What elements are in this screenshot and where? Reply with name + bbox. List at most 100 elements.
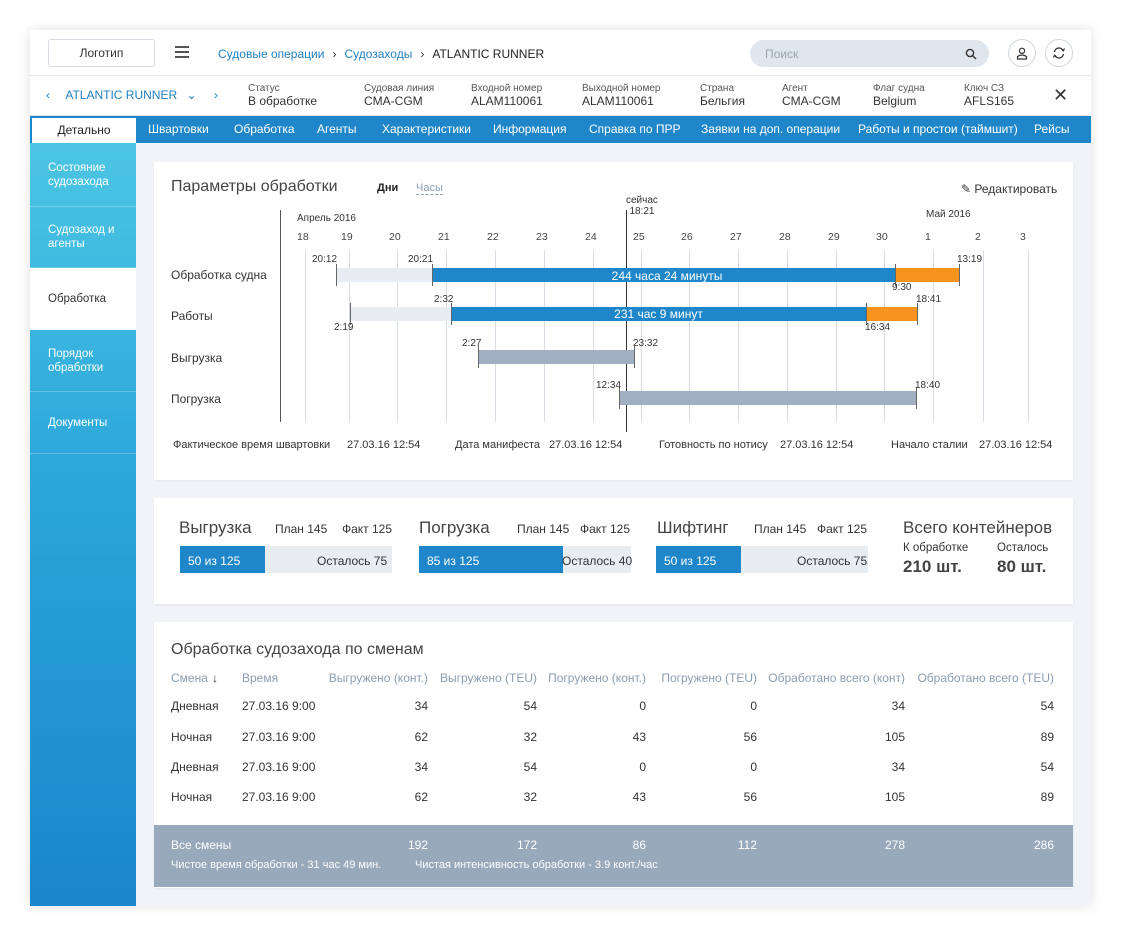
tab-processing[interactable]: Обработка — [234, 122, 295, 136]
sidebar-item-call-state[interactable]: Состояние судозахода — [30, 143, 136, 207]
edit-button[interactable]: ✎ Редактировать — [961, 182, 1058, 196]
table-cell: 27.03.16 9:00 — [242, 730, 316, 744]
day-tick-label: 26 — [681, 231, 693, 243]
day-tick-label: 22 — [487, 231, 499, 243]
table-cell: Дневная — [171, 699, 219, 713]
time-label: 16:34 — [865, 322, 891, 333]
info-flag: Флаг судна Belgium — [873, 83, 925, 108]
sidebar-item-processing[interactable]: Обработка — [30, 268, 136, 330]
gantt-marker — [917, 303, 918, 325]
menu-icon[interactable] — [175, 46, 189, 58]
table-cell: 56 — [743, 730, 757, 744]
tab-voyages[interactable]: Рейсы — [1034, 122, 1070, 136]
footer-cell: 86 — [632, 838, 646, 852]
vessel-name: ATLANTIC RUNNER — [65, 88, 178, 102]
tab-bar: Детально Швартовки Обработка Агенты Хара… — [30, 116, 1091, 143]
column-header: Выгружено (конт.) — [328, 671, 428, 685]
column-header: Обработано всего (TEU) — [917, 671, 1054, 685]
time-label: 18:41 — [916, 294, 942, 305]
time-label: 2:32 — [434, 294, 454, 305]
toggle-hours[interactable]: Часы — [416, 182, 443, 195]
search-input[interactable]: Поиск — [750, 40, 989, 67]
tab-mooring[interactable]: Швартовки — [148, 122, 209, 136]
totals-process-value: 210 шт. — [903, 557, 962, 576]
sidebar-item-documents[interactable]: Документы — [30, 392, 136, 454]
shifts-card: Обработка судозахода по сменам Смена Врем… — [154, 622, 1073, 888]
shift-fact: Факт 125 — [817, 522, 868, 536]
chevron-down-icon[interactable]: ⌄ — [186, 88, 197, 102]
table-cell: 27.03.16 9:00 — [242, 699, 316, 713]
close-icon[interactable]: ✕ — [1053, 85, 1069, 105]
top-bar: Логотип Судовые операции › Судозаходы › ATLA… — [30, 30, 1091, 76]
sidebar-item-order[interactable]: Порядок обработки — [30, 330, 136, 392]
info-status: Статус В обработке — [248, 83, 318, 108]
day-tick-label: 24 — [585, 231, 597, 243]
table-cell: 34 — [414, 699, 428, 713]
row-label-works: Работы — [171, 309, 213, 323]
toggle-days[interactable]: Дни — [377, 182, 399, 194]
day-tick-label: 2 — [975, 231, 981, 243]
table-cell: 27.03.16 9:00 — [242, 790, 316, 804]
table-cell: 0 — [639, 760, 646, 774]
load-done: 85 из 125 — [427, 554, 480, 568]
tab-information[interactable]: Информация — [493, 122, 567, 136]
totals-left-value: 80 шт. — [997, 557, 1047, 576]
shift-left: Осталось 75 — [797, 554, 868, 568]
column-header: Выгружено (TEU) — [439, 671, 537, 685]
vessel-selector[interactable]: ‹ ATLANTIC RUNNER ⌄ › — [46, 88, 218, 102]
shift-done: 50 из 125 — [664, 554, 717, 568]
footer-cell: 278 — [884, 838, 905, 852]
load-left: Осталось 40 — [562, 554, 633, 568]
breadcrumb-link-operations[interactable]: Судовые операции — [218, 47, 325, 61]
time-label: 20:21 — [408, 254, 434, 265]
sort-arrow-icon[interactable]: ↓ — [212, 671, 218, 685]
column-header[interactable]: Смена — [171, 671, 208, 685]
net-time: Чистое время обработки - 31 час 49 мин. — [171, 859, 382, 871]
grid-line — [641, 250, 642, 422]
breadcrumb: Судовые операции › Судозаходы › ATLANTIC RUN… — [218, 47, 544, 61]
gantt-marker — [336, 264, 337, 286]
prev-icon[interactable]: ‹ — [46, 88, 50, 102]
column-header: Время — [242, 671, 279, 685]
day-tick-label: 20 — [389, 231, 401, 243]
footer-cell: Все смены — [171, 838, 232, 852]
fact-mooring-value: 27.03.16 12:54 — [347, 439, 421, 451]
table-cell: 105 — [884, 790, 905, 804]
footer-cell: 112 — [737, 838, 757, 852]
tab-characteristics[interactable]: Характеристики — [382, 122, 471, 136]
grid-line — [1028, 250, 1029, 422]
sidebar-item-call-agents[interactable]: Судозаход и агенты — [30, 207, 136, 268]
tab-details[interactable]: Детально — [32, 116, 136, 143]
pencil-icon: ✎ — [961, 182, 972, 196]
search-icon — [965, 48, 977, 60]
row-label-vessel: Обработка судна — [171, 268, 267, 282]
next-icon[interactable]: › — [213, 88, 218, 102]
day-tick-label: 27 — [730, 231, 742, 243]
progress-fill — [656, 546, 741, 573]
gantt-bar-plan — [336, 268, 432, 282]
day-tick-label: 29 — [828, 231, 840, 243]
user-icon — [1016, 47, 1028, 60]
table-cell: 0 — [750, 699, 757, 713]
tab-agents[interactable]: Агенты — [317, 122, 357, 136]
user-button[interactable] — [1008, 39, 1036, 67]
table-cell: 89 — [1040, 790, 1054, 804]
tab-cargo-reference[interactable]: Справка по ПРР — [589, 122, 681, 136]
time-label: 12:34 — [596, 380, 622, 391]
gantt-bar-unload — [478, 350, 634, 364]
breadcrumb-link-calls[interactable]: Судозаходы — [344, 47, 413, 61]
tab-extra-requests[interactable]: Заявки на доп. операции — [701, 122, 841, 136]
app-window: Логотип Судовые операции › Судозаходы › ATLA… — [30, 30, 1091, 906]
logo-button[interactable]: Логотип — [48, 39, 155, 67]
tab-timesheet[interactable]: Работы и простои (таймшит) — [858, 122, 1018, 136]
sync-button[interactable] — [1045, 39, 1073, 67]
grid-line — [305, 250, 306, 422]
shift-progress-bar — [656, 546, 868, 573]
gantt-marker — [350, 303, 351, 325]
shift-title: Шифтинг — [657, 518, 729, 537]
unload-done: 50 из 125 — [188, 554, 241, 568]
now-line — [626, 210, 627, 432]
unload-fact: Факт 125 — [342, 522, 393, 536]
time-label: 23:32 — [633, 338, 659, 349]
gantt-marker — [451, 303, 452, 325]
